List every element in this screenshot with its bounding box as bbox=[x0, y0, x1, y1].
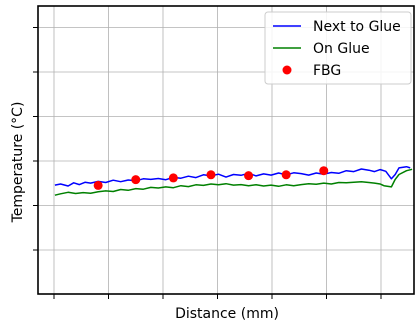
fbg-point bbox=[319, 166, 329, 176]
series-line-on-glue bbox=[54, 168, 413, 196]
fbg-point bbox=[281, 170, 291, 180]
legend-label: Next to Glue bbox=[313, 19, 401, 35]
fbg-point bbox=[206, 170, 216, 180]
legend-label: FBG bbox=[313, 63, 341, 79]
fbg-point bbox=[244, 171, 254, 181]
fbg-point bbox=[131, 175, 141, 185]
legend-label: On Glue bbox=[313, 41, 370, 57]
legend-swatch bbox=[282, 65, 292, 75]
axes bbox=[33, 5, 415, 299]
fbg-point bbox=[168, 173, 178, 183]
fbg-point bbox=[93, 180, 103, 190]
series-line-next-to-glue bbox=[54, 165, 411, 187]
legend-box bbox=[264, 11, 412, 85]
legend: Next to Glue On Glue FBG bbox=[264, 11, 412, 85]
y-axis-label: Temperature (°C) bbox=[10, 102, 26, 224]
x-axis-label: Distance (mm) bbox=[175, 306, 279, 322]
plot-frame bbox=[37, 5, 415, 295]
plot-series bbox=[54, 165, 413, 196]
